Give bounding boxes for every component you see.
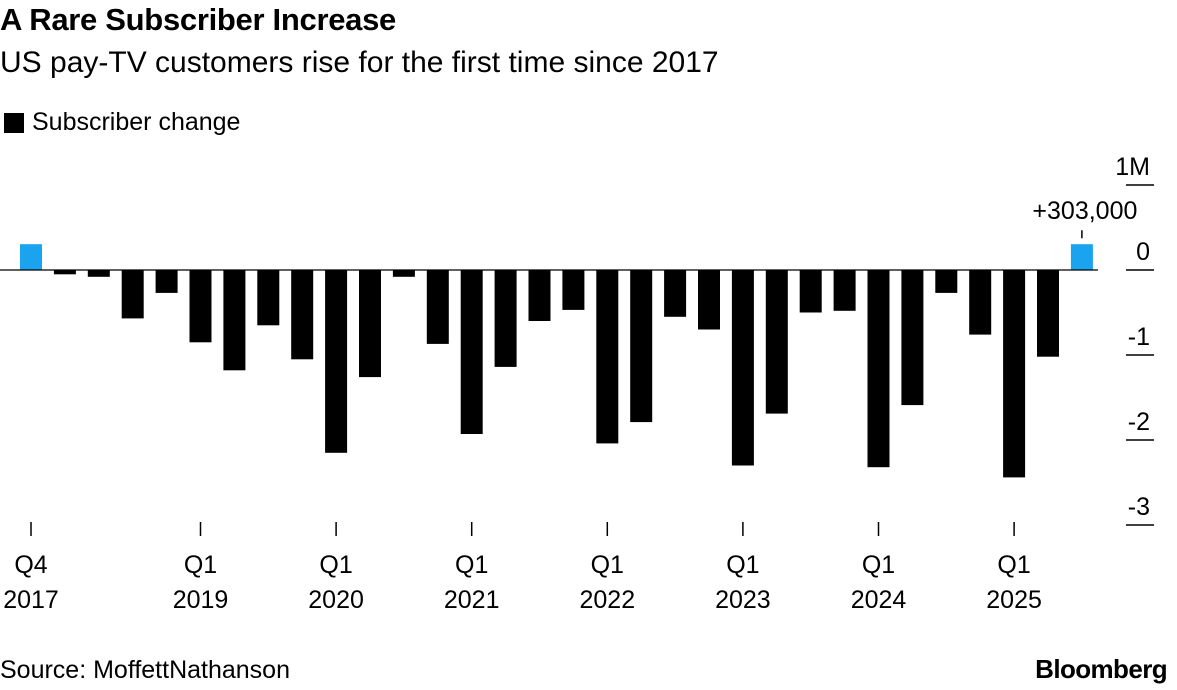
y-tick-label: 0	[1136, 238, 1150, 266]
legend-label: Subscriber change	[32, 108, 241, 136]
bar-q2-2018	[87, 270, 110, 277]
x-tick-label-quarter: Q1	[319, 551, 352, 579]
x-tick-label-year: 2025	[986, 586, 1042, 614]
bar-q4-2021	[562, 270, 585, 310]
bar-q1-2020	[325, 270, 348, 453]
bar-q4-2023	[833, 270, 856, 311]
legend-swatch	[4, 112, 24, 133]
bar-q3-2022	[664, 270, 687, 317]
legend: Subscriber change	[4, 108, 240, 137]
bar-q4-2019	[291, 270, 314, 360]
annotation-label: +303,000	[1032, 197, 1137, 225]
bar-q1-2018	[53, 270, 76, 275]
bar-q3-2025	[1070, 244, 1093, 270]
x-tick-label-year: 2019	[173, 586, 229, 614]
y-tick-label: -1	[1128, 323, 1150, 351]
bar-q4-2022	[698, 270, 720, 330]
bar-q4-2020	[426, 270, 449, 344]
bar-q3-2023	[799, 270, 822, 313]
annotation: +303,000	[1032, 197, 1137, 239]
bar-q3-2021	[528, 270, 551, 321]
y-axis: 1M 0 -1 -2 -3	[1115, 153, 1154, 526]
chart-title: A Rare Subscriber Increase	[0, 2, 396, 37]
y-tick-label: -2	[1128, 408, 1150, 436]
bar-q1-2023	[731, 270, 754, 466]
x-tick-label-quarter: Q1	[862, 551, 895, 579]
x-tick-label-year: 2024	[851, 586, 907, 614]
bar-q4-2017	[20, 244, 42, 270]
y-tick-label: -3	[1128, 493, 1150, 521]
bar-q3-2019	[257, 270, 280, 326]
bar-q2-2023	[765, 270, 788, 414]
bars	[20, 244, 1093, 478]
chart-subtitle: US pay-TV customers rise for the first t…	[0, 46, 719, 79]
y-tick-label: 1M	[1115, 153, 1150, 181]
bar-q4-2024	[969, 270, 992, 335]
bloomberg-logo: Bloomberg	[1035, 654, 1167, 684]
bar-q2-2019	[223, 270, 246, 371]
x-tick-label-quarter: Q1	[726, 551, 759, 579]
bar-q1-2025	[1003, 270, 1026, 478]
bar-q2-2021	[494, 270, 517, 367]
bar-q1-2019	[189, 270, 212, 343]
bar-chart: 1M 0 -1 -2 -3 Q4 2017 Q1 2019 Q1 2020 Q1 2021 Q1 2022…	[0, 153, 1154, 614]
x-tick-label-quarter: Q1	[184, 551, 217, 579]
bar-q1-2022	[596, 270, 619, 444]
x-tick-label-year: 2023	[715, 586, 771, 614]
bar-q2-2025	[1037, 270, 1059, 357]
x-tick-label-year: 2021	[444, 586, 500, 614]
x-tick-label-year: 2022	[579, 586, 635, 614]
bar-q4-2018	[155, 270, 178, 293]
bar-q1-2024	[867, 270, 890, 468]
bar-q3-2020	[392, 270, 415, 277]
x-tick-label-year: 2017	[3, 586, 59, 614]
bar-q3-2024	[935, 270, 958, 293]
x-axis: Q4 2017 Q1 2019 Q1 2020 Q1 2021 Q1 2022 Q1 2023 Q1 20…	[3, 522, 1042, 614]
x-tick-label-quarter: Q1	[997, 551, 1030, 579]
bar-q3-2018	[121, 270, 144, 319]
bar-q2-2022	[630, 270, 653, 423]
x-tick-label-year: 2020	[308, 586, 364, 614]
x-tick-label-quarter: Q1	[455, 551, 488, 579]
bar-q2-2020	[359, 270, 381, 378]
x-tick-label-quarter: Q4	[14, 551, 47, 579]
bar-q2-2024	[901, 270, 924, 406]
source-note: Source: MoffettNathanson	[0, 656, 290, 684]
x-tick-label-quarter: Q1	[591, 551, 624, 579]
bar-q1-2021	[460, 270, 483, 434]
